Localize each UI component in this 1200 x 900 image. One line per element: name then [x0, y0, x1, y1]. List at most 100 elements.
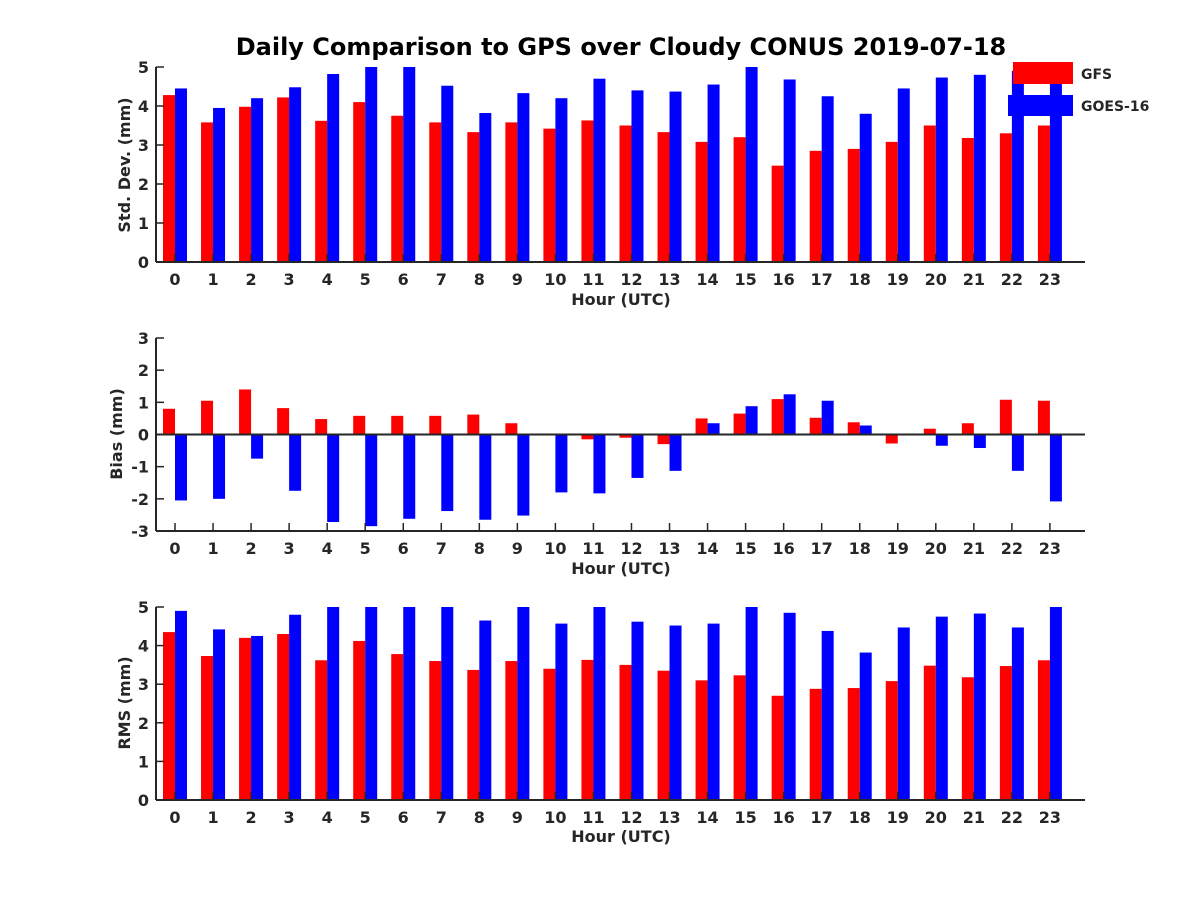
rms-x-label: Hour (UTC): [571, 827, 671, 846]
rms-x-tick-label: 0: [169, 808, 180, 827]
legend-label-gfs: GFS: [1081, 67, 1112, 83]
rms-bar-gfs-20: [923, 665, 936, 800]
rms-x-tick-label: 3: [284, 808, 295, 827]
rms-bar-gfs-12: [619, 664, 632, 800]
std-dev-bar-gfs-19: [885, 141, 898, 262]
rms-x-tick-label: 12: [620, 808, 642, 827]
std-dev-bar-goes16-23: [1049, 68, 1062, 262]
bias-y-tick-label: 1: [138, 393, 149, 412]
bias-bar-goes16-21: [973, 434, 986, 449]
bias-bar-goes16-3: [289, 434, 302, 491]
bias-bar-gfs-21: [961, 423, 974, 435]
std-dev-bar-gfs-20: [923, 125, 936, 262]
std-dev-bar-goes16-18: [859, 113, 872, 262]
std-dev-bar-gfs-1: [201, 122, 214, 262]
bias-bar-goes16-0: [175, 434, 187, 501]
std-dev-bar-goes16-21: [973, 74, 986, 262]
bias-bar-goes16-16: [783, 394, 796, 435]
std-dev-bar-goes16-5: [365, 67, 378, 262]
rms-bar-gfs-8: [467, 669, 480, 800]
bias-bar-goes16-18: [859, 425, 872, 435]
std-dev-bar-gfs-16: [771, 165, 784, 262]
bias-bar-goes16-1: [213, 434, 226, 499]
std-dev-bar-goes16-0: [175, 88, 187, 262]
rms-bar-goes16-11: [593, 607, 606, 800]
std-dev-bar-goes16-20: [935, 77, 948, 262]
legend-swatch-goes16: [1008, 95, 1073, 116]
std-dev-bar-gfs-0: [163, 95, 175, 262]
std-dev-bar-gfs-11: [581, 120, 594, 263]
std-dev-x-tick-label: 23: [1039, 270, 1061, 289]
legend-swatch-gfs: [1013, 62, 1073, 84]
rms-bar-goes16-0: [175, 610, 187, 800]
rms-x-tick-label: 6: [398, 808, 409, 827]
std-dev-x-tick-label: 14: [696, 270, 718, 289]
bias-y-tick-label: 0: [138, 426, 149, 445]
std-dev-bar-goes16-1: [213, 107, 226, 262]
rms-y-tick-label: 1: [138, 752, 149, 771]
std-dev-bar-goes16-10: [555, 98, 568, 262]
rms-x-tick-label: 4: [322, 808, 333, 827]
std-dev-x-tick-label: 22: [1001, 270, 1023, 289]
rms-x-tick-label: 11: [582, 808, 604, 827]
bias-x-tick-label: 1: [207, 539, 218, 558]
std-dev-bar-gfs-3: [277, 97, 290, 262]
rms-bar-goes16-15: [745, 607, 758, 800]
rms-bar-goes16-17: [821, 630, 834, 800]
rms-bar-gfs-22: [999, 666, 1012, 800]
rms-bar-gfs-21: [961, 677, 974, 800]
rms-bar-goes16-13: [669, 625, 682, 800]
bias-y-tick-label: 2: [138, 361, 149, 380]
bias-bar-goes16-8: [479, 434, 492, 520]
bias-bar-gfs-11: [581, 434, 594, 440]
std-dev-x-tick-label: 0: [169, 270, 180, 289]
rms-x-tick-label: 14: [696, 808, 718, 827]
rms-bar-goes16-16: [783, 612, 796, 800]
bias-bar-goes16-10: [555, 434, 568, 493]
rms-x-tick-label: 1: [207, 808, 218, 827]
std-dev-bar-gfs-12: [619, 125, 632, 262]
bias-bar-gfs-12: [619, 434, 632, 438]
rms-x-tick-label: 8: [474, 808, 485, 827]
rms-x-tick-label: 18: [849, 808, 871, 827]
std-dev-bar-gfs-10: [543, 128, 556, 262]
bias-bar-gfs-1: [201, 400, 214, 435]
std-dev-bar-gfs-5: [353, 102, 366, 262]
bias-bar-gfs-15: [733, 413, 746, 435]
std-dev-x-tick-label: 13: [658, 270, 680, 289]
rms-y-tick-label: 4: [138, 637, 149, 656]
std-dev-bar-goes16-8: [479, 113, 492, 263]
bias-bar-gfs-23: [1037, 400, 1050, 435]
std-dev-bar-goes16-11: [593, 78, 606, 262]
std-dev-bar-gfs-2: [239, 106, 252, 262]
rms-bar-goes16-9: [517, 607, 530, 800]
rms-bar-goes16-5: [365, 607, 378, 800]
rms-bar-gfs-10: [543, 668, 556, 800]
rms-x-tick-label: 20: [925, 808, 947, 827]
std-dev-bar-gfs-21: [961, 137, 974, 262]
std-dev-bar-gfs-15: [733, 137, 746, 262]
std-dev-x-tick-label: 12: [620, 270, 642, 289]
bias-x-tick-label: 4: [322, 539, 333, 558]
rms-bar-goes16-14: [707, 623, 720, 800]
std-dev-y-label: Std. Dev. (mm): [115, 97, 134, 232]
std-dev-x-tick-label: 9: [512, 270, 523, 289]
bias-bar-goes16-23: [1049, 434, 1062, 502]
std-dev-x-tick-label: 1: [207, 270, 218, 289]
bias-x-tick-label: 13: [658, 539, 680, 558]
rms-x-tick-label: 21: [963, 808, 985, 827]
std-dev-bar-gfs-13: [657, 132, 670, 262]
bias-bar-gfs-8: [467, 414, 480, 435]
std-dev-bar-gfs-7: [429, 122, 442, 262]
std-dev-bar-goes16-6: [403, 67, 416, 262]
rms-bar-gfs-3: [277, 634, 290, 800]
bias-x-tick-label: 14: [696, 539, 718, 558]
rms-x-tick-label: 23: [1039, 808, 1061, 827]
bias-x-tick-label: 10: [544, 539, 566, 558]
rms-bar-gfs-14: [695, 680, 708, 800]
rms-y-label: RMS (mm): [115, 656, 134, 749]
bias-x-tick-label: 7: [436, 539, 447, 558]
